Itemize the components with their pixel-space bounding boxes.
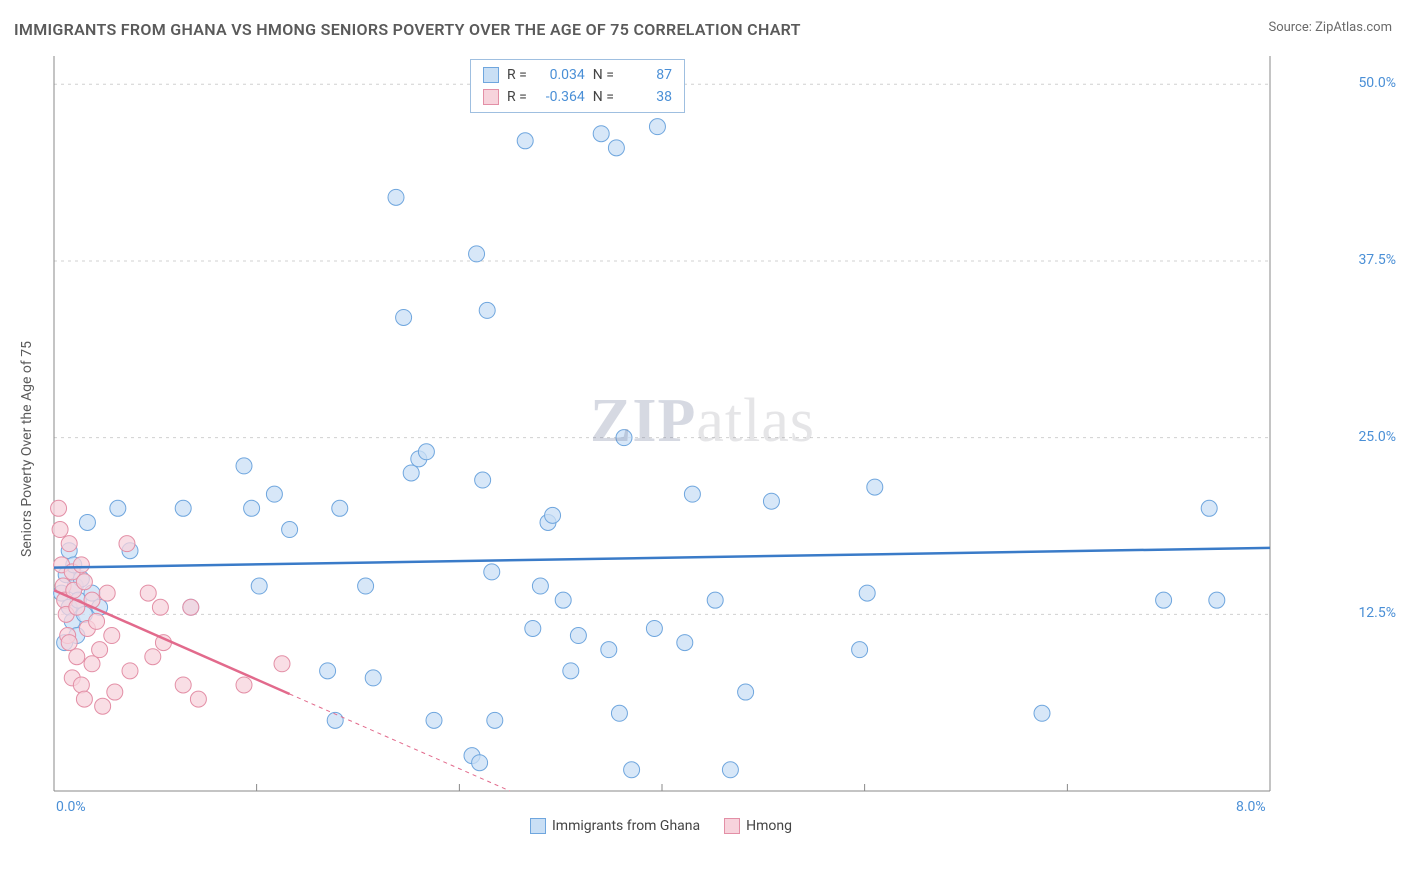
header: IMMIGRANTS FROM GHANA VS HMONG SENIORS P…: [14, 20, 1392, 39]
y-axis-label: Seniors Poverty Over the Age of 75: [12, 56, 42, 842]
y-tick-label: 25.0%: [1358, 429, 1396, 445]
plot-area: R = 0.034 N = 87 R = -0.364 N = 38 ZIPat…: [50, 56, 1330, 836]
stats-legend: R = 0.034 N = 87 R = -0.364 N = 38: [470, 59, 685, 113]
legend-item-hmong: Hmong: [724, 818, 792, 834]
source-label: Source: ZipAtlas.com: [1268, 20, 1392, 35]
swatch-ghana-bottom: [530, 818, 546, 834]
scatter-plot: [50, 56, 1330, 836]
swatch-ghana: [483, 67, 499, 83]
chart-container: IMMIGRANTS FROM GHANA VS HMONG SENIORS P…: [0, 0, 1406, 892]
bottom-legend: Immigrants from Ghana Hmong: [530, 818, 792, 834]
x-tick-label: 0.0%: [56, 799, 86, 815]
y-tick-label: 50.0%: [1358, 75, 1396, 91]
x-tick-label: 8.0%: [1236, 799, 1266, 815]
y-tick-label: 37.5%: [1358, 252, 1396, 268]
y-tick-label: 12.5%: [1358, 605, 1396, 621]
stats-row-ghana: R = 0.034 N = 87: [483, 64, 672, 86]
chart-title: IMMIGRANTS FROM GHANA VS HMONG SENIORS P…: [14, 20, 801, 39]
legend-item-ghana: Immigrants from Ghana: [530, 818, 700, 834]
stats-row-hmong: R = -0.364 N = 38: [483, 86, 672, 108]
swatch-hmong-bottom: [724, 818, 740, 834]
swatch-hmong: [483, 89, 499, 105]
